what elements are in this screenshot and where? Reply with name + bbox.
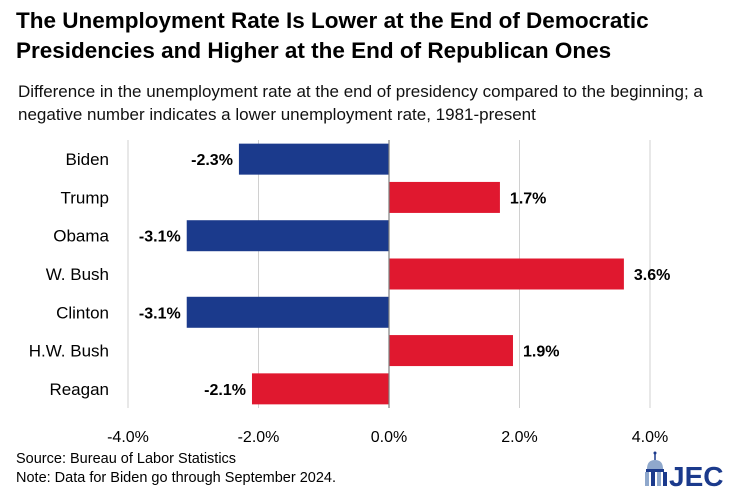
chart-title: The Unemployment Rate Is Lower at the En… (16, 8, 649, 63)
x-tick-label: 4.0% (632, 429, 668, 446)
source-note: Source: Bureau of Labor Statistics (16, 451, 237, 467)
bar (186, 220, 389, 252)
data-label: -3.1% (139, 305, 181, 322)
data-note: Note: Data for Biden go through Septembe… (16, 470, 337, 486)
category-label: W. Bush (46, 265, 109, 284)
data-label: 1.9% (523, 344, 559, 361)
chart-subtitle: Difference in the unemployment rate at t… (18, 82, 703, 124)
x-tick-label: -4.0% (107, 429, 149, 446)
bar (389, 181, 500, 213)
category-label: Biden (66, 150, 109, 169)
category-label: Clinton (56, 303, 109, 322)
logo-text: JEC (669, 461, 723, 490)
bar (389, 335, 513, 367)
category-label: H.W. Bush (29, 342, 109, 361)
category-label: Obama (53, 227, 109, 246)
x-tick-label: 2.0% (501, 429, 537, 446)
data-label: -3.1% (139, 229, 181, 246)
category-label: Trump (61, 188, 110, 207)
data-label: -2.3% (191, 152, 233, 169)
jec-logo: JEC (645, 451, 723, 490)
data-label: 1.7% (510, 190, 546, 207)
x-tick-label: 0.0% (371, 429, 407, 446)
bar (251, 373, 389, 405)
category-label: Reagan (49, 380, 109, 399)
x-tick-label: -2.0% (238, 429, 280, 446)
data-label: 3.6% (634, 267, 670, 284)
capitol-icon (645, 451, 667, 486)
bar (238, 143, 389, 175)
bar (186, 296, 389, 328)
bar (389, 258, 624, 290)
data-label: -2.1% (204, 382, 246, 399)
